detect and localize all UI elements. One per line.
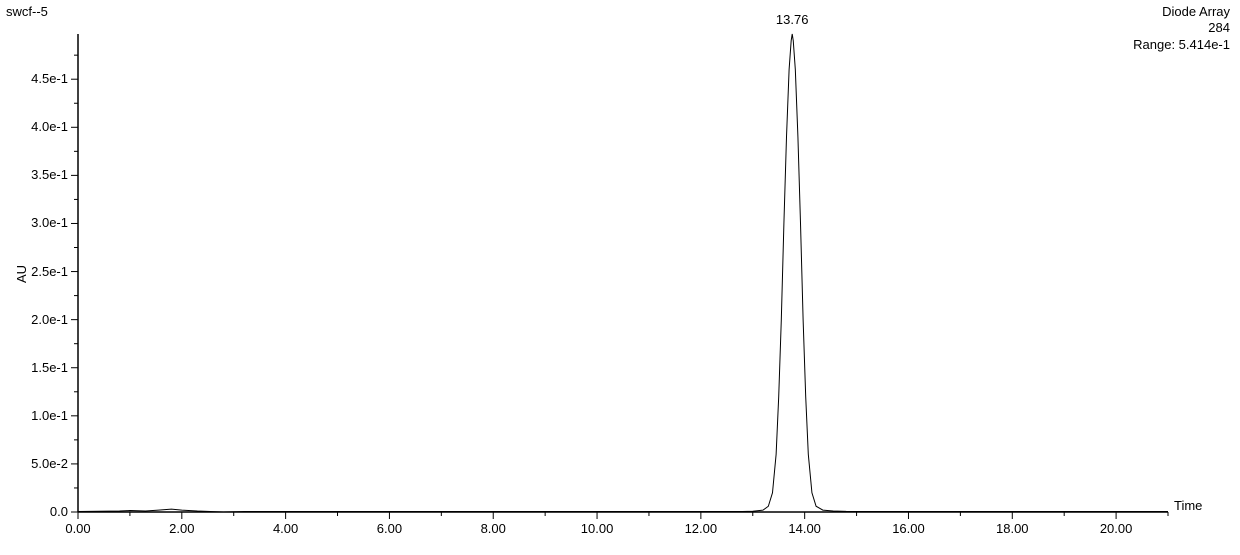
x-tick-label: 16.00: [892, 521, 925, 536]
peak-retention-time-label: 13.76: [776, 12, 809, 27]
x-tick-label: 10.00: [581, 521, 614, 536]
x-tick-label: 18.00: [996, 521, 1029, 536]
y-tick-label: 3.5e-1: [31, 167, 68, 182]
y-tick-label: 4.0e-1: [31, 119, 68, 134]
y-tick-label: 0.0: [50, 504, 68, 519]
x-axis-title: Time: [1174, 498, 1202, 513]
x-tick-label: 4.00: [273, 521, 298, 536]
y-tick-label: 3.0e-1: [31, 215, 68, 230]
y-tick-label: 4.5e-1: [31, 71, 68, 86]
y-tick-label: 5.0e-2: [31, 456, 68, 471]
x-tick-label: 14.00: [788, 521, 821, 536]
x-tick-label: 12.00: [685, 521, 718, 536]
y-axis-title: AU: [14, 265, 29, 283]
x-tick-label: 8.00: [481, 521, 506, 536]
y-tick-label: 2.0e-1: [31, 312, 68, 327]
x-tick-label: 0.00: [65, 521, 90, 536]
x-tick-label: 2.00: [169, 521, 194, 536]
x-tick-label: 6.00: [377, 521, 402, 536]
y-tick-label: 1.0e-1: [31, 408, 68, 423]
y-tick-label: 1.5e-1: [31, 360, 68, 375]
chromatogram-figure: swcf--5 Diode Array 284 Range: 5.414e-1 …: [0, 0, 1240, 555]
x-tick-label: 20.00: [1100, 521, 1133, 536]
y-tick-label: 2.5e-1: [31, 264, 68, 279]
sample-name-label: swcf--5: [6, 4, 48, 19]
chromatogram-plot: [66, 30, 1172, 524]
detector-name: Diode Array: [1133, 4, 1230, 20]
